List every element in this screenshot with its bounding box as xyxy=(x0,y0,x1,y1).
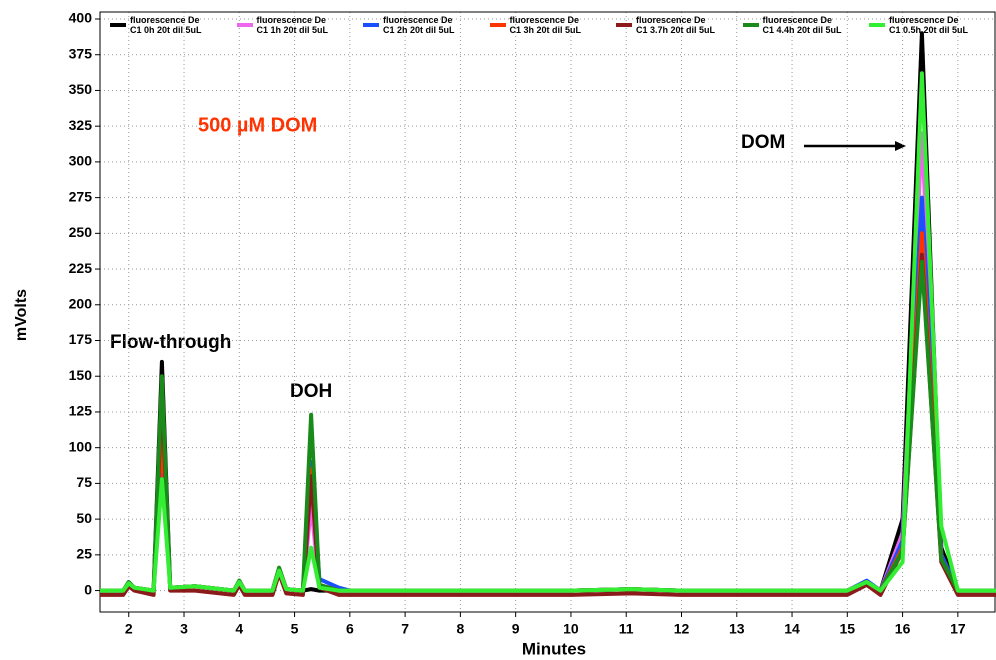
y-tick-label: 50 xyxy=(76,510,92,526)
data-line xyxy=(100,71,996,593)
annotation: DOM xyxy=(741,132,785,153)
x-tick-label: 12 xyxy=(674,621,690,637)
arrow-head xyxy=(895,141,906,151)
legend-label: fluorescence De C1 3h 20t dil 5uL xyxy=(509,15,582,35)
x-tick-label: 17 xyxy=(950,621,966,637)
x-tick-label: 5 xyxy=(291,621,299,637)
data-line xyxy=(100,252,996,597)
y-tick-label: 250 xyxy=(69,224,93,240)
legend-swatch xyxy=(110,23,126,27)
y-tick-label: 75 xyxy=(76,474,92,490)
y-axis-label: mVolts xyxy=(13,289,30,341)
annotation: Flow-through xyxy=(110,332,231,353)
x-tick-label: 6 xyxy=(346,621,354,637)
data-line xyxy=(100,259,996,593)
y-tick-label: 325 xyxy=(69,117,93,133)
x-tick-label: 4 xyxy=(235,621,243,637)
y-tick-label: 25 xyxy=(76,546,92,562)
y-tick-label: 375 xyxy=(69,45,93,61)
x-tick-label: 9 xyxy=(512,621,520,637)
y-tick-label: 150 xyxy=(69,367,93,383)
annotation: DOH xyxy=(290,381,332,402)
annotation: 500 µM DOM xyxy=(198,114,317,136)
legend-swatch xyxy=(236,23,253,27)
x-tick-label: 14 xyxy=(784,621,800,637)
x-tick-label: 7 xyxy=(401,621,409,637)
legend-swatch xyxy=(616,23,632,27)
y-tick-label: 125 xyxy=(69,403,93,419)
y-tick-label: 225 xyxy=(69,260,93,276)
x-tick-label: 11 xyxy=(619,621,634,637)
legend-swatch xyxy=(869,23,885,27)
legend-label: fluorescence De C1 1h 20t dil 5uL xyxy=(256,15,329,35)
y-tick-label: 350 xyxy=(69,81,93,97)
legend-label: fluorescence De C1 2h 20t dil 5uL xyxy=(383,15,455,35)
x-tick-label: 13 xyxy=(729,621,745,637)
y-tick-label: 275 xyxy=(69,188,93,204)
legend-label: fluorescence De C1 0h 20t dil 5uL xyxy=(130,15,202,35)
legend-swatch xyxy=(742,23,759,27)
legend: fluorescence De C1 0h 20t dil 5uL fluores… xyxy=(110,15,990,45)
x-tick-label: 2 xyxy=(125,621,133,637)
data-line xyxy=(100,195,996,593)
x-axis-label: Minutes xyxy=(522,639,586,658)
plot-frame xyxy=(99,11,996,613)
legend-label: fluorescence De C1 4.4h 20t dil 5uL xyxy=(762,15,842,35)
y-tick-label: 300 xyxy=(69,153,93,169)
x-tick-label: 3 xyxy=(180,621,188,637)
legend-swatch xyxy=(489,23,506,27)
x-tick-label: 10 xyxy=(563,621,579,637)
x-tick-label: 16 xyxy=(895,621,911,637)
y-tick-label: 400 xyxy=(69,10,93,26)
grid xyxy=(100,12,996,612)
y-tick-label: 100 xyxy=(69,438,93,454)
y-tick-label: 200 xyxy=(69,295,93,311)
data-line xyxy=(100,131,996,593)
y-tick-label: 175 xyxy=(69,331,93,347)
legend-label: fluorescence De C1 3.7h 20t dil 5uL xyxy=(636,15,716,35)
legend-label: fluorescence De C1 0.5h 20t dil 5uL xyxy=(889,15,969,35)
x-tick-label: 15 xyxy=(840,621,856,637)
y-tick-label: 0 xyxy=(84,581,92,597)
legend-swatch xyxy=(363,23,379,27)
x-tick-label: 8 xyxy=(456,621,464,637)
